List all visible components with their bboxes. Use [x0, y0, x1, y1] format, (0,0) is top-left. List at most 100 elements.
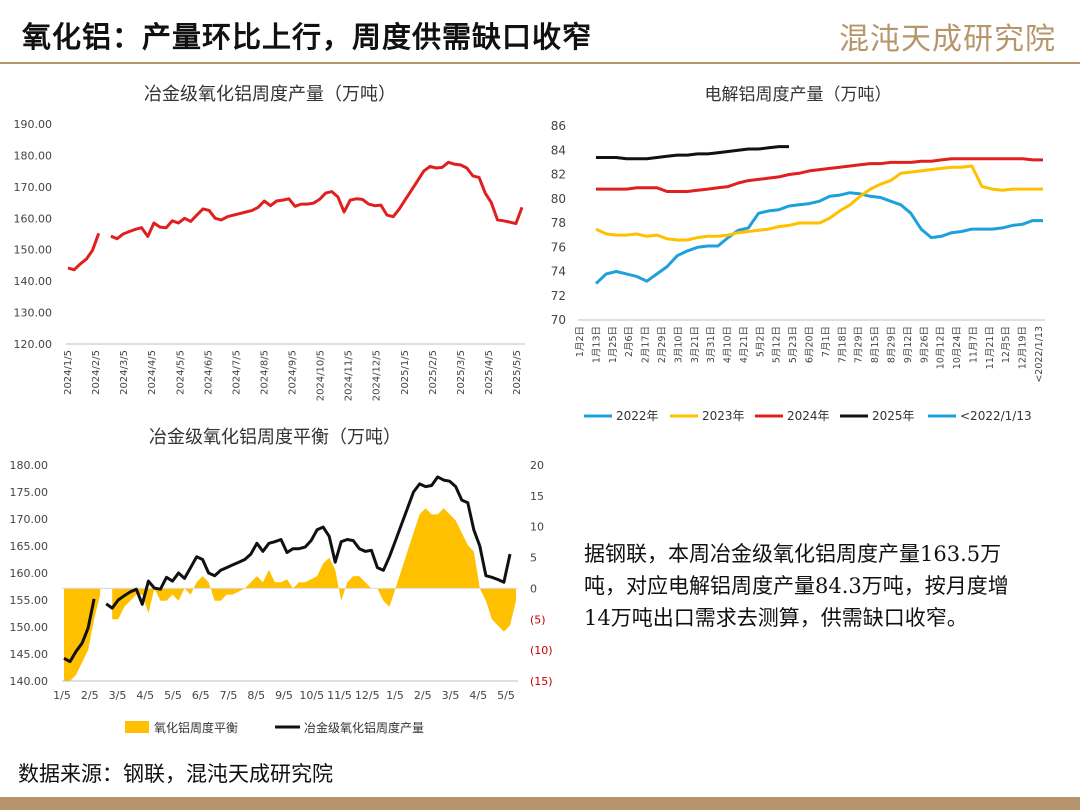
chart-title: 冶金级氧化铝周度平衡（万吨）	[149, 427, 401, 448]
x-tick-label: 6月20日	[805, 326, 816, 363]
x-tick-label: 1/5	[53, 689, 71, 702]
x-tick-label: 1月13日	[591, 326, 602, 363]
legend-label: 2024年	[787, 409, 830, 423]
x-tick-label: 5/5	[497, 689, 515, 702]
x-tick-label: 5月23日	[788, 326, 799, 363]
y-right-tick-label: 5	[530, 552, 537, 565]
legend-item: 2025年	[840, 409, 915, 423]
y-tick-label: 170.00	[14, 181, 53, 194]
y-tick-label: 160.00	[14, 212, 53, 225]
y-tick-label: 78	[551, 216, 566, 230]
x-tick-label: 7/5	[220, 689, 238, 702]
legend-label: 氧化铝周度平衡	[154, 720, 238, 735]
x-tick-label: 12/5	[355, 689, 380, 702]
y-right-tick-label: 20	[530, 459, 544, 472]
x-tick-label: <2022/1/13	[1034, 326, 1045, 383]
x-tick-label: 3月10日	[673, 326, 684, 363]
x-tick-label: 12月5日	[1001, 326, 1012, 363]
chart-title: 电解铝周度产量（万吨）	[705, 85, 892, 105]
legend-label: 2025年	[872, 409, 915, 423]
x-tick-label: 4/5	[136, 689, 154, 702]
brand-logo: 混沌天成研究院	[839, 22, 1056, 57]
x-tick-label: 9月12日	[903, 326, 914, 363]
y-left-tick-label: 140.00	[10, 675, 49, 688]
x-tick-label: 2024/7/5	[231, 350, 242, 395]
y-left-tick-label: 145.00	[10, 648, 49, 661]
x-tick-label: 8/5	[247, 689, 265, 702]
x-tick-label: 9/5	[275, 689, 293, 702]
x-tick-label: 3月31日	[706, 326, 717, 363]
y-left-tick-label: 165.00	[10, 540, 49, 553]
x-tick-label: 10月12日	[936, 326, 947, 369]
legend-label: 2022年	[616, 409, 659, 423]
chart-title: 冶金级氧化铝周度产量（万吨）	[144, 84, 396, 105]
y-right-tick-label: (10)	[530, 644, 553, 657]
y-right-tick-label: (5)	[530, 613, 546, 626]
y-tick-label: 84	[551, 143, 566, 157]
y-tick-label: 120.00	[14, 338, 53, 351]
y-tick-label: 72	[551, 289, 566, 303]
x-tick-label: 9月26日	[919, 326, 930, 363]
y-left-tick-label: 160.00	[10, 567, 49, 580]
x-tick-label: 2024/9/5	[288, 350, 299, 395]
electrolytic-aluminum-weekly-output-chart: 电解铝周度产量（万吨） 86 84 82 80 78 76 74 72 70 1月2日 1月13日 1月…	[551, 85, 1045, 423]
x-tick-label: 2024/3/5	[119, 350, 130, 395]
alumina-weekly-balance-chart: 冶金级氧化铝周度平衡（万吨） 180.00 175.00 170.00 165.00 16…	[10, 427, 553, 735]
x-tick-label: 5月2日	[755, 326, 766, 357]
x-tick-label: 4/5	[469, 689, 487, 702]
x-tick-label: 7月1日	[821, 326, 832, 357]
y-right-tick-label: 0	[530, 582, 537, 595]
legend-item: 2022年	[584, 409, 659, 423]
x-tick-label: 2024/12/5	[372, 350, 383, 401]
y-tick-label: 86	[551, 119, 566, 133]
y-tick-label: 180.00	[14, 149, 53, 162]
series-line	[594, 191, 1043, 285]
page-title: 氧化铝：产量环比上行，周度供需缺口收窄	[22, 20, 593, 54]
series-line-segment	[110, 160, 524, 241]
y-right-tick-label: 15	[530, 490, 544, 503]
x-tick-label: 2025/4/5	[484, 350, 495, 395]
x-tick-label: 2月29日	[657, 326, 668, 363]
x-tick-label: 5月12日	[772, 326, 783, 363]
balance-area-segment	[112, 508, 516, 632]
output-line-segment	[63, 598, 96, 664]
x-tick-label: 2024/1/5	[63, 350, 74, 395]
x-tick-label: 6/5	[192, 689, 210, 702]
series-line	[596, 145, 789, 161]
series-line-segment	[67, 232, 101, 272]
x-tick-label: 2/5	[81, 689, 99, 702]
y-tick-label: 76	[551, 240, 566, 254]
x-tick-label: 2025/1/5	[400, 350, 411, 395]
x-tick-label: 2025/2/5	[428, 350, 439, 395]
x-tick-label: 2月6日	[624, 326, 635, 357]
legend-item: 2023年	[670, 409, 745, 423]
x-tick-label: 2/5	[414, 689, 432, 702]
x-tick-label: 3/5	[442, 689, 460, 702]
series-line	[596, 157, 1043, 193]
x-tick-label: 8月15日	[870, 326, 881, 363]
y-right-tick-label: (15)	[530, 675, 553, 688]
x-tick-label: 2024/5/5	[175, 350, 186, 395]
legend-label: <2022/1/13	[960, 409, 1032, 423]
output-line-segment	[105, 475, 512, 610]
y-left-tick-label: 175.00	[10, 486, 49, 499]
legend-label: 冶金级氧化铝周度产量	[304, 720, 424, 735]
footer-band	[0, 797, 1080, 810]
x-tick-label: 11月7日	[968, 326, 979, 363]
legend-label: 2023年	[702, 409, 745, 423]
data-source: 数据来源：钢联，混沌天成研究院	[18, 762, 333, 786]
x-tick-label: 2025/3/5	[456, 350, 467, 395]
x-tick-label: 5/5	[164, 689, 182, 702]
x-tick-label: 1月2日	[575, 326, 586, 357]
series-line	[595, 164, 1043, 242]
x-tick-label: 1月25日	[608, 326, 619, 363]
legend-item: 2024年	[755, 409, 830, 423]
legend-item: 氧化铝周度平衡	[125, 720, 238, 735]
y-tick-label: 150.00	[14, 244, 53, 257]
y-left-tick-label: 150.00	[10, 621, 49, 634]
x-tick-label: 2024/11/5	[344, 350, 355, 401]
x-tick-label: 2024/2/5	[91, 350, 102, 395]
x-tick-label: 10月24日	[952, 326, 963, 369]
x-tick-label: 1/5	[386, 689, 404, 702]
x-tick-label: 2024/8/5	[259, 350, 270, 395]
